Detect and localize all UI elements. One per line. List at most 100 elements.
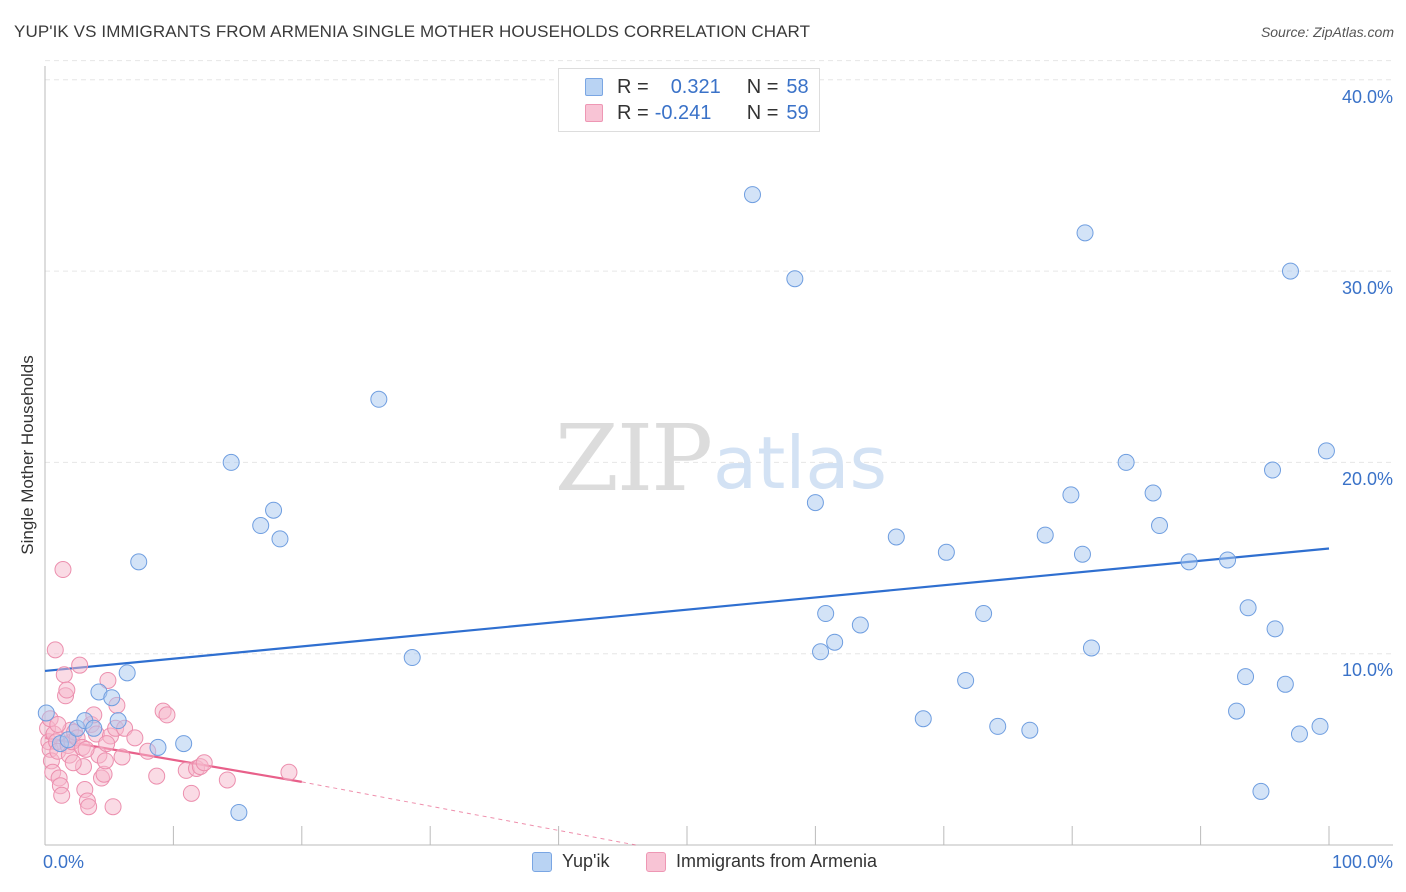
x-tick-label: 0.0% bbox=[43, 852, 85, 872]
legend-item-yupik: Yup'ik bbox=[532, 851, 609, 872]
data-point-yupik bbox=[957, 671, 975, 689]
data-point-yupik bbox=[1021, 721, 1039, 739]
x-tick-label: 100.0% bbox=[1331, 852, 1393, 872]
data-point-yupik bbox=[1252, 782, 1270, 800]
data-point-yupik bbox=[937, 543, 955, 561]
data-point-armenia bbox=[96, 752, 114, 770]
data-point-yupik bbox=[1219, 551, 1237, 569]
data-point-yupik bbox=[1266, 620, 1284, 638]
data-point-armenia bbox=[218, 771, 236, 789]
data-point-yupik bbox=[812, 643, 830, 661]
n-label: N = bbox=[746, 75, 779, 98]
data-point-armenia bbox=[49, 715, 67, 733]
series-legend: Yup'ik Immigrants from Armenia bbox=[0, 851, 1406, 877]
trend-extension-armenia bbox=[301, 781, 636, 846]
data-point-armenia bbox=[99, 671, 117, 689]
data-point-armenia bbox=[55, 666, 73, 684]
series-yupik bbox=[37, 186, 1335, 821]
data-point-yupik bbox=[59, 731, 77, 749]
data-point-yupik bbox=[806, 494, 824, 512]
data-point-yupik bbox=[1180, 553, 1198, 571]
data-point-yupik bbox=[103, 689, 121, 707]
data-point-armenia bbox=[148, 767, 166, 785]
data-point-yupik bbox=[370, 390, 388, 408]
data-point-yupik bbox=[1144, 484, 1162, 502]
data-point-armenia bbox=[54, 561, 72, 579]
data-point-armenia bbox=[126, 729, 144, 747]
data-point-armenia bbox=[182, 784, 200, 802]
data-point-armenia bbox=[280, 763, 298, 781]
data-point-yupik bbox=[1228, 702, 1246, 720]
r-value: 0.321 bbox=[670, 75, 721, 98]
data-point-yupik bbox=[1073, 545, 1091, 563]
legend-row-yupik: R = 0.321 N = 58 bbox=[585, 74, 809, 100]
legend-row-armenia: R = -0.241 N = 59 bbox=[585, 100, 809, 126]
data-point-yupik bbox=[37, 704, 55, 722]
y-tick-label: 10.0% bbox=[1341, 660, 1393, 680]
y-tick-label: 30.0% bbox=[1341, 278, 1393, 298]
data-point-yupik bbox=[1237, 668, 1255, 686]
data-point-yupik bbox=[1290, 725, 1308, 743]
data-point-yupik bbox=[914, 710, 932, 728]
r-value: -0.241 bbox=[654, 101, 712, 124]
watermark-atlas: atlas bbox=[713, 421, 887, 505]
data-point-yupik bbox=[826, 633, 844, 651]
data-point-armenia bbox=[98, 735, 116, 753]
trend-line-yupik bbox=[44, 547, 1330, 673]
data-point-yupik bbox=[1151, 517, 1169, 535]
data-point-armenia bbox=[113, 748, 131, 766]
correlation-legend: R = 0.321 N = 58 R = -0.241 N = 59 bbox=[558, 68, 820, 132]
data-point-yupik bbox=[85, 719, 103, 737]
watermark-zip: ZIP bbox=[555, 405, 711, 512]
data-point-armenia bbox=[64, 754, 82, 772]
y-tick-label: 20.0% bbox=[1341, 469, 1393, 489]
data-point-armenia bbox=[104, 798, 122, 816]
data-point-yupik bbox=[975, 605, 993, 623]
legend-label-yupik: Yup'ik bbox=[562, 851, 610, 871]
data-point-yupik bbox=[403, 649, 421, 667]
data-point-armenia bbox=[58, 681, 76, 699]
data-point-yupik bbox=[1117, 453, 1135, 471]
data-point-yupik bbox=[989, 717, 1007, 735]
data-point-yupik bbox=[1076, 224, 1094, 242]
data-point-yupik bbox=[1276, 675, 1294, 693]
legend-swatch-armenia bbox=[646, 851, 666, 872]
data-point-yupik bbox=[175, 735, 193, 753]
data-point-yupik bbox=[1062, 486, 1080, 504]
n-value: 58 bbox=[786, 75, 809, 98]
data-point-yupik bbox=[786, 270, 804, 288]
r-label: R = bbox=[617, 75, 649, 98]
data-point-yupik bbox=[1281, 262, 1299, 280]
r-label: R = bbox=[617, 101, 649, 124]
legend-label-armenia: Immigrants from Armenia bbox=[676, 851, 878, 871]
data-point-yupik bbox=[265, 501, 283, 519]
series-immigrants-from-armenia bbox=[39, 561, 298, 816]
data-point-armenia bbox=[53, 786, 71, 804]
data-point-yupik bbox=[118, 664, 136, 682]
data-point-yupik bbox=[817, 605, 835, 623]
data-point-yupik bbox=[230, 803, 248, 821]
data-point-armenia bbox=[80, 798, 98, 816]
data-point-yupik bbox=[149, 738, 167, 756]
legend-swatch-armenia bbox=[585, 104, 603, 122]
data-point-yupik bbox=[1036, 526, 1054, 544]
legend-swatch-yupik bbox=[585, 78, 603, 96]
data-point-yupik bbox=[743, 186, 761, 204]
legend-item-armenia: Immigrants from Armenia bbox=[646, 851, 877, 872]
data-point-yupik bbox=[1317, 442, 1335, 460]
data-point-armenia bbox=[195, 754, 213, 772]
data-point-armenia bbox=[46, 641, 64, 659]
data-point-yupik bbox=[271, 530, 289, 548]
trend-lines bbox=[44, 547, 1330, 846]
data-point-armenia bbox=[158, 706, 176, 724]
n-label: N = bbox=[746, 101, 779, 124]
data-point-armenia bbox=[77, 740, 95, 758]
data-point-yupik bbox=[851, 616, 869, 634]
n-value: 59 bbox=[786, 101, 809, 124]
data-point-yupik bbox=[252, 517, 270, 535]
data-point-yupik bbox=[1082, 639, 1100, 657]
chart-title: YUP'IK VS IMMIGRANTS FROM ARMENIA SINGLE… bbox=[14, 22, 811, 41]
data-point-yupik bbox=[109, 712, 127, 730]
data-point-yupik bbox=[1264, 461, 1282, 479]
